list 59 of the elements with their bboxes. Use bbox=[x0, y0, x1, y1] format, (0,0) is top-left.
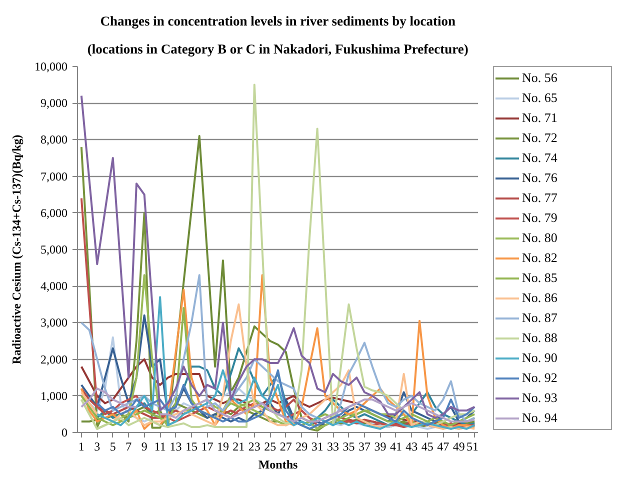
chart-subtitle: (locations in Category B or C in Nakadori, Fukushima Prefecture) bbox=[87, 42, 468, 56]
x-tick-label: 1 bbox=[78, 440, 84, 454]
y-tick-label: 1,000 bbox=[40, 388, 68, 403]
legend-label: No. 76 bbox=[522, 169, 558, 187]
x-tick-label: 45 bbox=[421, 440, 434, 454]
legend-label: No. 85 bbox=[522, 269, 558, 287]
y-tick-label: 10,000 bbox=[34, 60, 68, 74]
x-tick-label: 9 bbox=[141, 440, 148, 454]
legend-label: No. 82 bbox=[522, 249, 558, 267]
x-tick-label: 19 bbox=[216, 440, 229, 454]
x-tick-label: 3 bbox=[94, 440, 100, 454]
y-tick-label: 3,000 bbox=[40, 316, 68, 330]
x-tick-label: 37 bbox=[358, 440, 370, 454]
legend-label: No. 94 bbox=[522, 409, 558, 427]
legend-label: No. 56 bbox=[522, 69, 558, 87]
legend-label: No. 92 bbox=[522, 369, 558, 387]
x-axis-title: Months bbox=[258, 458, 298, 472]
y-tick-label: 7,000 bbox=[40, 169, 68, 184]
y-axis-title: Radioactive Cesium (Cs-134+Cs-137)(Bq/kg) bbox=[10, 134, 24, 364]
x-tick-label: 21 bbox=[232, 440, 245, 454]
x-tick-label: 35 bbox=[342, 440, 355, 454]
x-tick-label: 15 bbox=[186, 440, 198, 454]
legend-label: No. 86 bbox=[522, 289, 558, 307]
y-tick-label: 9,000 bbox=[40, 96, 68, 110]
legend-label: No. 88 bbox=[522, 329, 558, 347]
x-tick-label: 7 bbox=[126, 440, 132, 454]
x-tick-label: 51 bbox=[466, 440, 478, 454]
x-tick-label: 49 bbox=[452, 440, 465, 454]
x-tick-label: 23 bbox=[248, 440, 260, 454]
legend-label: No. 77 bbox=[522, 189, 558, 207]
x-tick-label: 29 bbox=[296, 440, 308, 454]
x-tick-label: 47 bbox=[437, 440, 450, 454]
x-tick-label: 5 bbox=[110, 440, 116, 454]
legend-label: No. 93 bbox=[522, 389, 558, 407]
y-tick-label: 5,000 bbox=[40, 242, 68, 256]
legend-label: No. 74 bbox=[522, 149, 558, 167]
legend-label: No. 65 bbox=[522, 89, 558, 107]
x-tick-label: 17 bbox=[201, 440, 214, 454]
x-tick-label: 41 bbox=[390, 440, 402, 454]
x-tick-label: 11 bbox=[154, 440, 166, 454]
x-tick-label: 27 bbox=[280, 440, 292, 454]
legend-label: No. 72 bbox=[522, 129, 558, 147]
legend-label: No. 87 bbox=[522, 309, 558, 327]
x-tick-label: 13 bbox=[170, 440, 182, 454]
x-tick-label: 31 bbox=[311, 440, 324, 454]
chart-title: Changes in concentration levels in river sediments by location bbox=[100, 14, 456, 28]
legend-label: No. 71 bbox=[522, 109, 558, 127]
legend-label: No. 80 bbox=[522, 229, 558, 247]
legend-label: No. 79 bbox=[522, 209, 558, 227]
x-tick-label: 39 bbox=[374, 440, 386, 454]
y-tick-label: 0 bbox=[62, 426, 68, 440]
y-tick-label: 4,000 bbox=[40, 279, 68, 294]
x-tick-label: 25 bbox=[264, 440, 276, 454]
y-tick-label: 2,000 bbox=[40, 352, 68, 366]
y-tick-label: 8,000 bbox=[40, 132, 68, 147]
x-tick-label: 33 bbox=[327, 440, 340, 454]
x-tick-label: 43 bbox=[406, 440, 418, 454]
legend-label: No. 90 bbox=[522, 349, 558, 367]
y-tick-label: 6,000 bbox=[40, 206, 68, 220]
